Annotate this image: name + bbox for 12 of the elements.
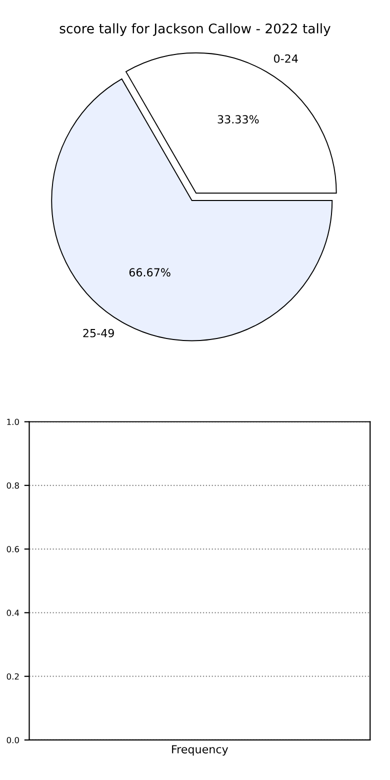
y-tick-label: 0.6 bbox=[6, 546, 20, 552]
y-tick-label: 0.4 bbox=[6, 610, 20, 616]
y-tick-label: 1.0 bbox=[7, 418, 19, 426]
chart-title: score tally for Jackson Callow - 2022 tally bbox=[60, 23, 330, 36]
y-tick-label: 0.8 bbox=[6, 482, 19, 489]
data-label: 66.67% bbox=[129, 268, 170, 277]
y-tick-label: 0.0 bbox=[6, 736, 19, 744]
x-tick-label: Frequency bbox=[172, 745, 228, 756]
slice-label: 0-24 bbox=[274, 54, 298, 63]
slice-label: 25-49 bbox=[83, 328, 114, 338]
data-label: 33.33% bbox=[218, 115, 259, 124]
y-tick-label: 0.2 bbox=[6, 673, 19, 680]
